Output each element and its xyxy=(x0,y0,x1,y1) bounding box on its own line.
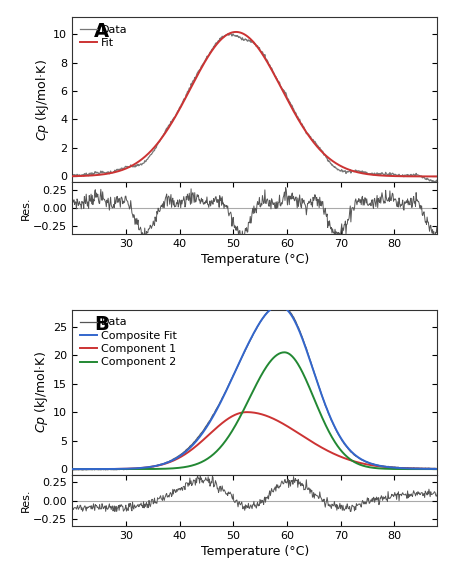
Data xyxy=(235,33,241,40)
Component 2 xyxy=(163,465,169,472)
Component 2 xyxy=(314,401,319,408)
Data xyxy=(315,379,320,385)
Data xyxy=(164,459,170,466)
Data xyxy=(80,466,85,473)
Fit xyxy=(435,173,440,180)
Y-axis label: $Cp$ (kJ/mol·K): $Cp$ (kJ/mol·K) xyxy=(33,351,51,433)
Legend: Data, Fit: Data, Fit xyxy=(78,23,130,50)
Line: Component 2: Component 2 xyxy=(72,352,437,469)
Component 2 xyxy=(435,466,440,473)
Data xyxy=(69,466,75,473)
Composite Fit xyxy=(435,466,440,473)
Component 1 xyxy=(435,466,440,473)
Text: B: B xyxy=(94,315,109,333)
Component 2 xyxy=(69,466,75,473)
Data xyxy=(285,96,291,102)
Data xyxy=(346,445,351,452)
Data xyxy=(275,302,281,308)
Composite Fit xyxy=(235,363,240,370)
Data xyxy=(134,161,139,168)
Y-axis label: $Cp$ (kJ/mol·K): $Cp$ (kJ/mol·K) xyxy=(33,59,51,140)
Composite Fit xyxy=(134,465,139,471)
Component 1 xyxy=(69,466,75,473)
Data xyxy=(435,178,440,185)
Component 1 xyxy=(235,410,240,417)
Legend: Data, Composite Fit, Component 1, Component 2: Data, Composite Fit, Component 1, Compon… xyxy=(78,315,179,370)
Data xyxy=(163,126,169,133)
Component 2 xyxy=(134,466,139,473)
X-axis label: Temperature (°C): Temperature (°C) xyxy=(201,546,309,559)
Component 2 xyxy=(235,418,240,425)
Composite Fit xyxy=(314,377,319,384)
Fit xyxy=(314,143,319,149)
Data xyxy=(228,31,234,37)
Component 1 xyxy=(244,409,249,415)
Data xyxy=(286,307,291,314)
Component 1 xyxy=(134,465,139,471)
Y-axis label: Res.: Res. xyxy=(20,196,30,220)
Data xyxy=(314,141,319,148)
Component 1 xyxy=(345,456,350,463)
Text: A: A xyxy=(94,22,109,41)
Fit xyxy=(134,160,139,166)
Data xyxy=(435,465,440,471)
Y-axis label: Res.: Res. xyxy=(20,489,30,512)
Composite Fit xyxy=(345,444,350,451)
Line: Composite Fit: Composite Fit xyxy=(72,306,437,469)
Line: Data: Data xyxy=(72,34,437,182)
Fit xyxy=(235,29,241,36)
Component 2 xyxy=(345,454,350,461)
Line: Fit: Fit xyxy=(72,32,437,177)
Data xyxy=(235,362,241,369)
Fit xyxy=(345,166,350,173)
Line: Data: Data xyxy=(72,305,437,470)
Fit xyxy=(234,28,239,35)
Data xyxy=(135,465,140,472)
Line: Component 1: Component 1 xyxy=(72,412,437,469)
Data xyxy=(345,168,350,175)
Composite Fit xyxy=(285,307,291,314)
Component 2 xyxy=(285,350,291,357)
X-axis label: Temperature (°C): Temperature (°C) xyxy=(201,253,309,266)
Component 1 xyxy=(163,460,169,467)
Component 1 xyxy=(314,441,319,448)
Component 1 xyxy=(285,423,291,430)
Data xyxy=(433,179,438,186)
Composite Fit xyxy=(276,303,281,310)
Composite Fit xyxy=(163,460,169,466)
Fit xyxy=(69,173,75,179)
Fit xyxy=(163,128,169,135)
Component 2 xyxy=(282,349,287,355)
Composite Fit xyxy=(69,466,75,473)
Fit xyxy=(285,97,291,104)
Data xyxy=(69,170,75,177)
